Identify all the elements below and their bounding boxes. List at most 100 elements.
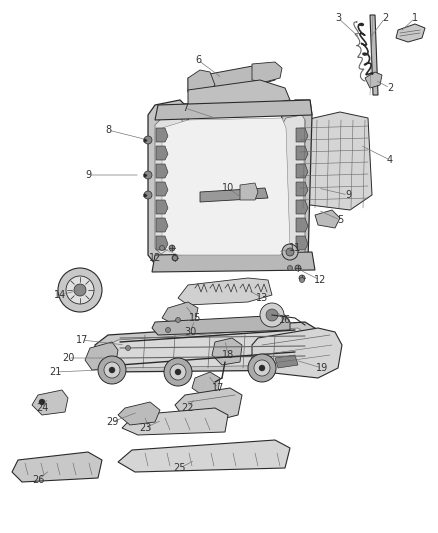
Polygon shape: [175, 388, 242, 420]
Polygon shape: [118, 440, 290, 472]
Circle shape: [173, 255, 177, 261]
Text: 29: 29: [106, 417, 118, 427]
Text: 3: 3: [335, 13, 341, 23]
Polygon shape: [32, 390, 68, 415]
Text: 17: 17: [76, 335, 88, 345]
Polygon shape: [156, 128, 168, 142]
Polygon shape: [296, 200, 308, 214]
Polygon shape: [296, 128, 308, 142]
Polygon shape: [240, 183, 258, 200]
Circle shape: [164, 358, 192, 386]
Circle shape: [259, 365, 265, 371]
Polygon shape: [212, 338, 242, 365]
Circle shape: [286, 248, 294, 256]
Polygon shape: [296, 236, 308, 250]
Polygon shape: [156, 164, 168, 178]
Circle shape: [176, 318, 180, 322]
Polygon shape: [156, 182, 168, 196]
Polygon shape: [295, 112, 372, 210]
Text: 7: 7: [182, 103, 188, 113]
Circle shape: [266, 309, 278, 321]
Polygon shape: [156, 146, 168, 160]
Text: 8: 8: [105, 125, 111, 135]
Polygon shape: [275, 355, 298, 368]
Text: 20: 20: [62, 353, 74, 363]
Polygon shape: [192, 372, 220, 395]
Text: 13: 13: [256, 293, 268, 303]
Circle shape: [39, 399, 45, 405]
Text: 5: 5: [337, 215, 343, 225]
Text: 19: 19: [316, 363, 328, 373]
Polygon shape: [156, 218, 168, 232]
Circle shape: [287, 265, 293, 271]
Polygon shape: [315, 210, 340, 228]
Polygon shape: [252, 328, 342, 378]
Polygon shape: [156, 236, 168, 250]
Circle shape: [126, 345, 131, 351]
Text: 9: 9: [345, 190, 351, 200]
Polygon shape: [12, 452, 102, 482]
Text: 30: 30: [184, 327, 196, 337]
Circle shape: [169, 245, 175, 251]
Polygon shape: [396, 24, 425, 42]
Text: 16: 16: [279, 315, 291, 325]
Text: 6: 6: [195, 55, 201, 65]
Text: 10: 10: [222, 183, 234, 193]
Polygon shape: [162, 118, 290, 255]
Text: 18: 18: [222, 350, 234, 360]
Text: 2: 2: [382, 13, 388, 23]
Circle shape: [282, 244, 298, 260]
Polygon shape: [155, 100, 312, 120]
Circle shape: [159, 246, 165, 251]
Polygon shape: [280, 115, 305, 258]
Circle shape: [144, 171, 152, 179]
Text: 25: 25: [174, 463, 186, 473]
Circle shape: [109, 367, 115, 373]
Polygon shape: [148, 100, 192, 268]
Text: 22: 22: [182, 403, 194, 413]
Circle shape: [66, 276, 94, 304]
Circle shape: [299, 275, 305, 281]
Text: 11: 11: [289, 243, 301, 253]
Circle shape: [248, 354, 276, 382]
Polygon shape: [152, 315, 290, 335]
Circle shape: [300, 278, 304, 282]
Text: 23: 23: [139, 423, 151, 433]
Polygon shape: [296, 164, 308, 178]
Circle shape: [58, 268, 102, 312]
Polygon shape: [200, 188, 268, 202]
Circle shape: [172, 255, 178, 261]
Polygon shape: [370, 15, 378, 95]
Circle shape: [144, 191, 152, 199]
Polygon shape: [365, 72, 382, 88]
Polygon shape: [296, 218, 308, 232]
Polygon shape: [115, 335, 148, 362]
Text: 9: 9: [85, 170, 91, 180]
Circle shape: [166, 327, 170, 333]
Circle shape: [175, 369, 181, 375]
Circle shape: [98, 356, 126, 384]
Polygon shape: [85, 342, 118, 370]
Text: 2: 2: [387, 83, 393, 93]
Text: 26: 26: [32, 475, 44, 485]
Text: 4: 4: [387, 155, 393, 165]
Text: 1: 1: [412, 13, 418, 23]
Polygon shape: [108, 328, 308, 368]
Circle shape: [254, 360, 270, 376]
Polygon shape: [188, 70, 215, 92]
Polygon shape: [156, 200, 168, 214]
Polygon shape: [155, 115, 182, 258]
Circle shape: [295, 265, 301, 271]
Polygon shape: [178, 278, 272, 305]
Circle shape: [104, 362, 120, 378]
Polygon shape: [95, 322, 322, 372]
Polygon shape: [152, 252, 315, 272]
Polygon shape: [122, 408, 228, 435]
Polygon shape: [162, 302, 198, 325]
Polygon shape: [118, 402, 160, 425]
Circle shape: [74, 284, 86, 296]
Text: 24: 24: [36, 403, 48, 413]
Polygon shape: [252, 62, 282, 82]
Text: 12: 12: [149, 253, 161, 263]
Text: 12: 12: [314, 275, 326, 285]
